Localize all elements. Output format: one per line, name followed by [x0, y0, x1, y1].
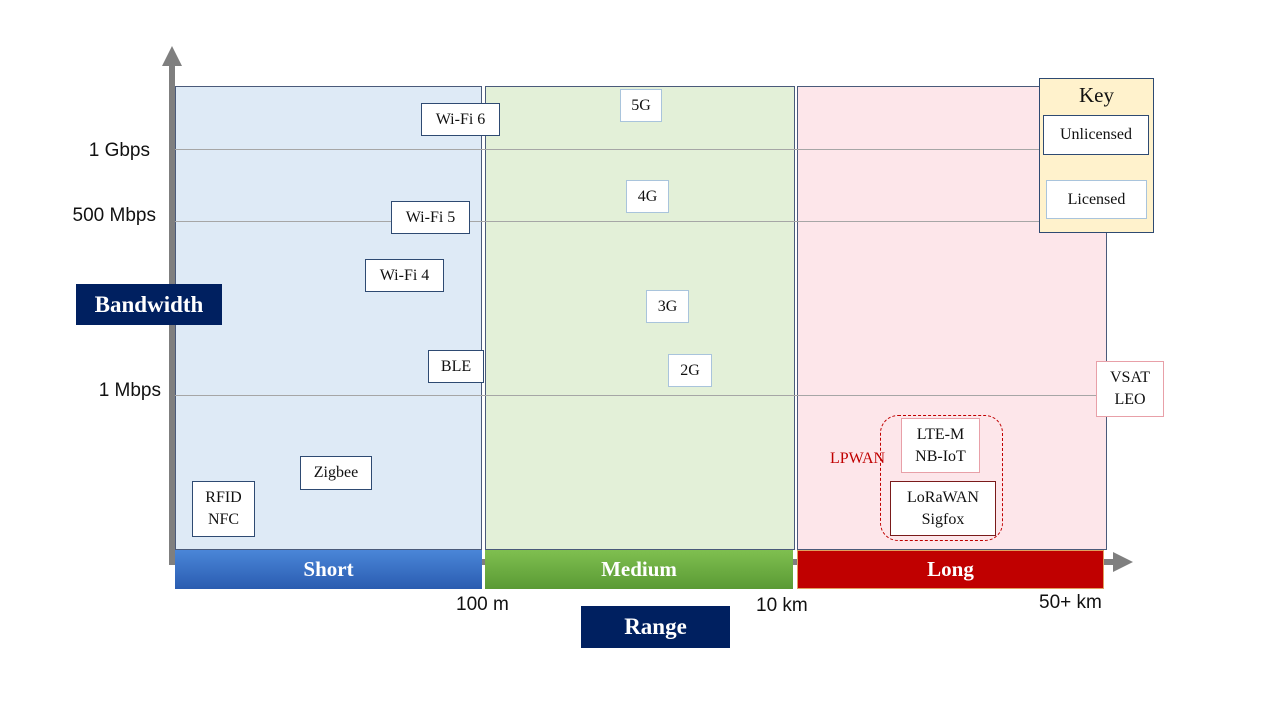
tech-lorawan-label: LoRaWAN	[907, 488, 979, 506]
x-tick-50km: 50+ km	[1039, 592, 1102, 613]
lpwan-group-outline	[880, 415, 1003, 541]
tech-ltem-label: LTE-M	[916, 425, 965, 443]
lpwan-label: LPWAN	[830, 450, 886, 467]
tech-vsat-leo: VSAT LEO	[1096, 361, 1164, 417]
tech-ble: BLE	[428, 350, 484, 383]
zone-long-label: Long	[797, 550, 1104, 589]
gridline-1mbps	[173, 395, 1098, 396]
tech-leo-label: LEO	[1114, 391, 1146, 408]
tech-3g: 3G	[646, 290, 689, 323]
y-tick-1gbps: 1 Gbps	[88, 140, 150, 161]
tech-wifi6: Wi-Fi 6	[421, 103, 500, 136]
tech-rfid-nfc: RFID NFC	[192, 481, 255, 537]
y-axis-title: Bandwidth	[76, 284, 222, 325]
tech-zigbee: Zigbee	[300, 456, 372, 490]
y-axis-arrowhead	[162, 46, 182, 66]
zone-medium-label: Medium	[485, 550, 793, 589]
legend-licensed: Licensed	[1046, 180, 1147, 219]
tech-4g: 4G	[626, 180, 669, 213]
y-tick-1mbps: 1 Mbps	[98, 380, 161, 401]
x-axis-title: Range	[581, 606, 730, 648]
x-tick-100m: 100 m	[456, 594, 509, 615]
tech-ltem-nbiot: LTE-M NB-IoT	[901, 418, 980, 473]
tech-sigfox-label: Sigfox	[921, 510, 965, 528]
tech-wifi5: Wi-Fi 5	[391, 201, 470, 234]
x-axis-arrowhead	[1113, 552, 1133, 572]
y-tick-500mbps: 500 Mbps	[72, 205, 156, 226]
tech-5g: 5G	[620, 89, 662, 122]
tech-vsat-label: VSAT	[1109, 369, 1150, 386]
zone-short-label: Short	[175, 550, 482, 589]
legend-unlicensed: Unlicensed	[1043, 115, 1149, 155]
legend-title: Key	[1079, 83, 1114, 107]
tech-rfid-label: RFID	[205, 489, 242, 506]
tech-2g: 2G	[668, 354, 712, 387]
gridline-500mbps	[173, 221, 1043, 222]
tech-nfc-label: NFC	[207, 511, 240, 528]
tech-wifi4: Wi-Fi 4	[365, 259, 444, 292]
zone-medium-area	[485, 86, 795, 550]
x-tick-10km: 10 km	[756, 595, 808, 616]
gridline-1gbps	[173, 149, 1043, 150]
tech-lorawan-sigfox: LoRaWAN Sigfox	[890, 481, 996, 536]
tech-nbiot-label: NB-IoT	[915, 447, 966, 465]
